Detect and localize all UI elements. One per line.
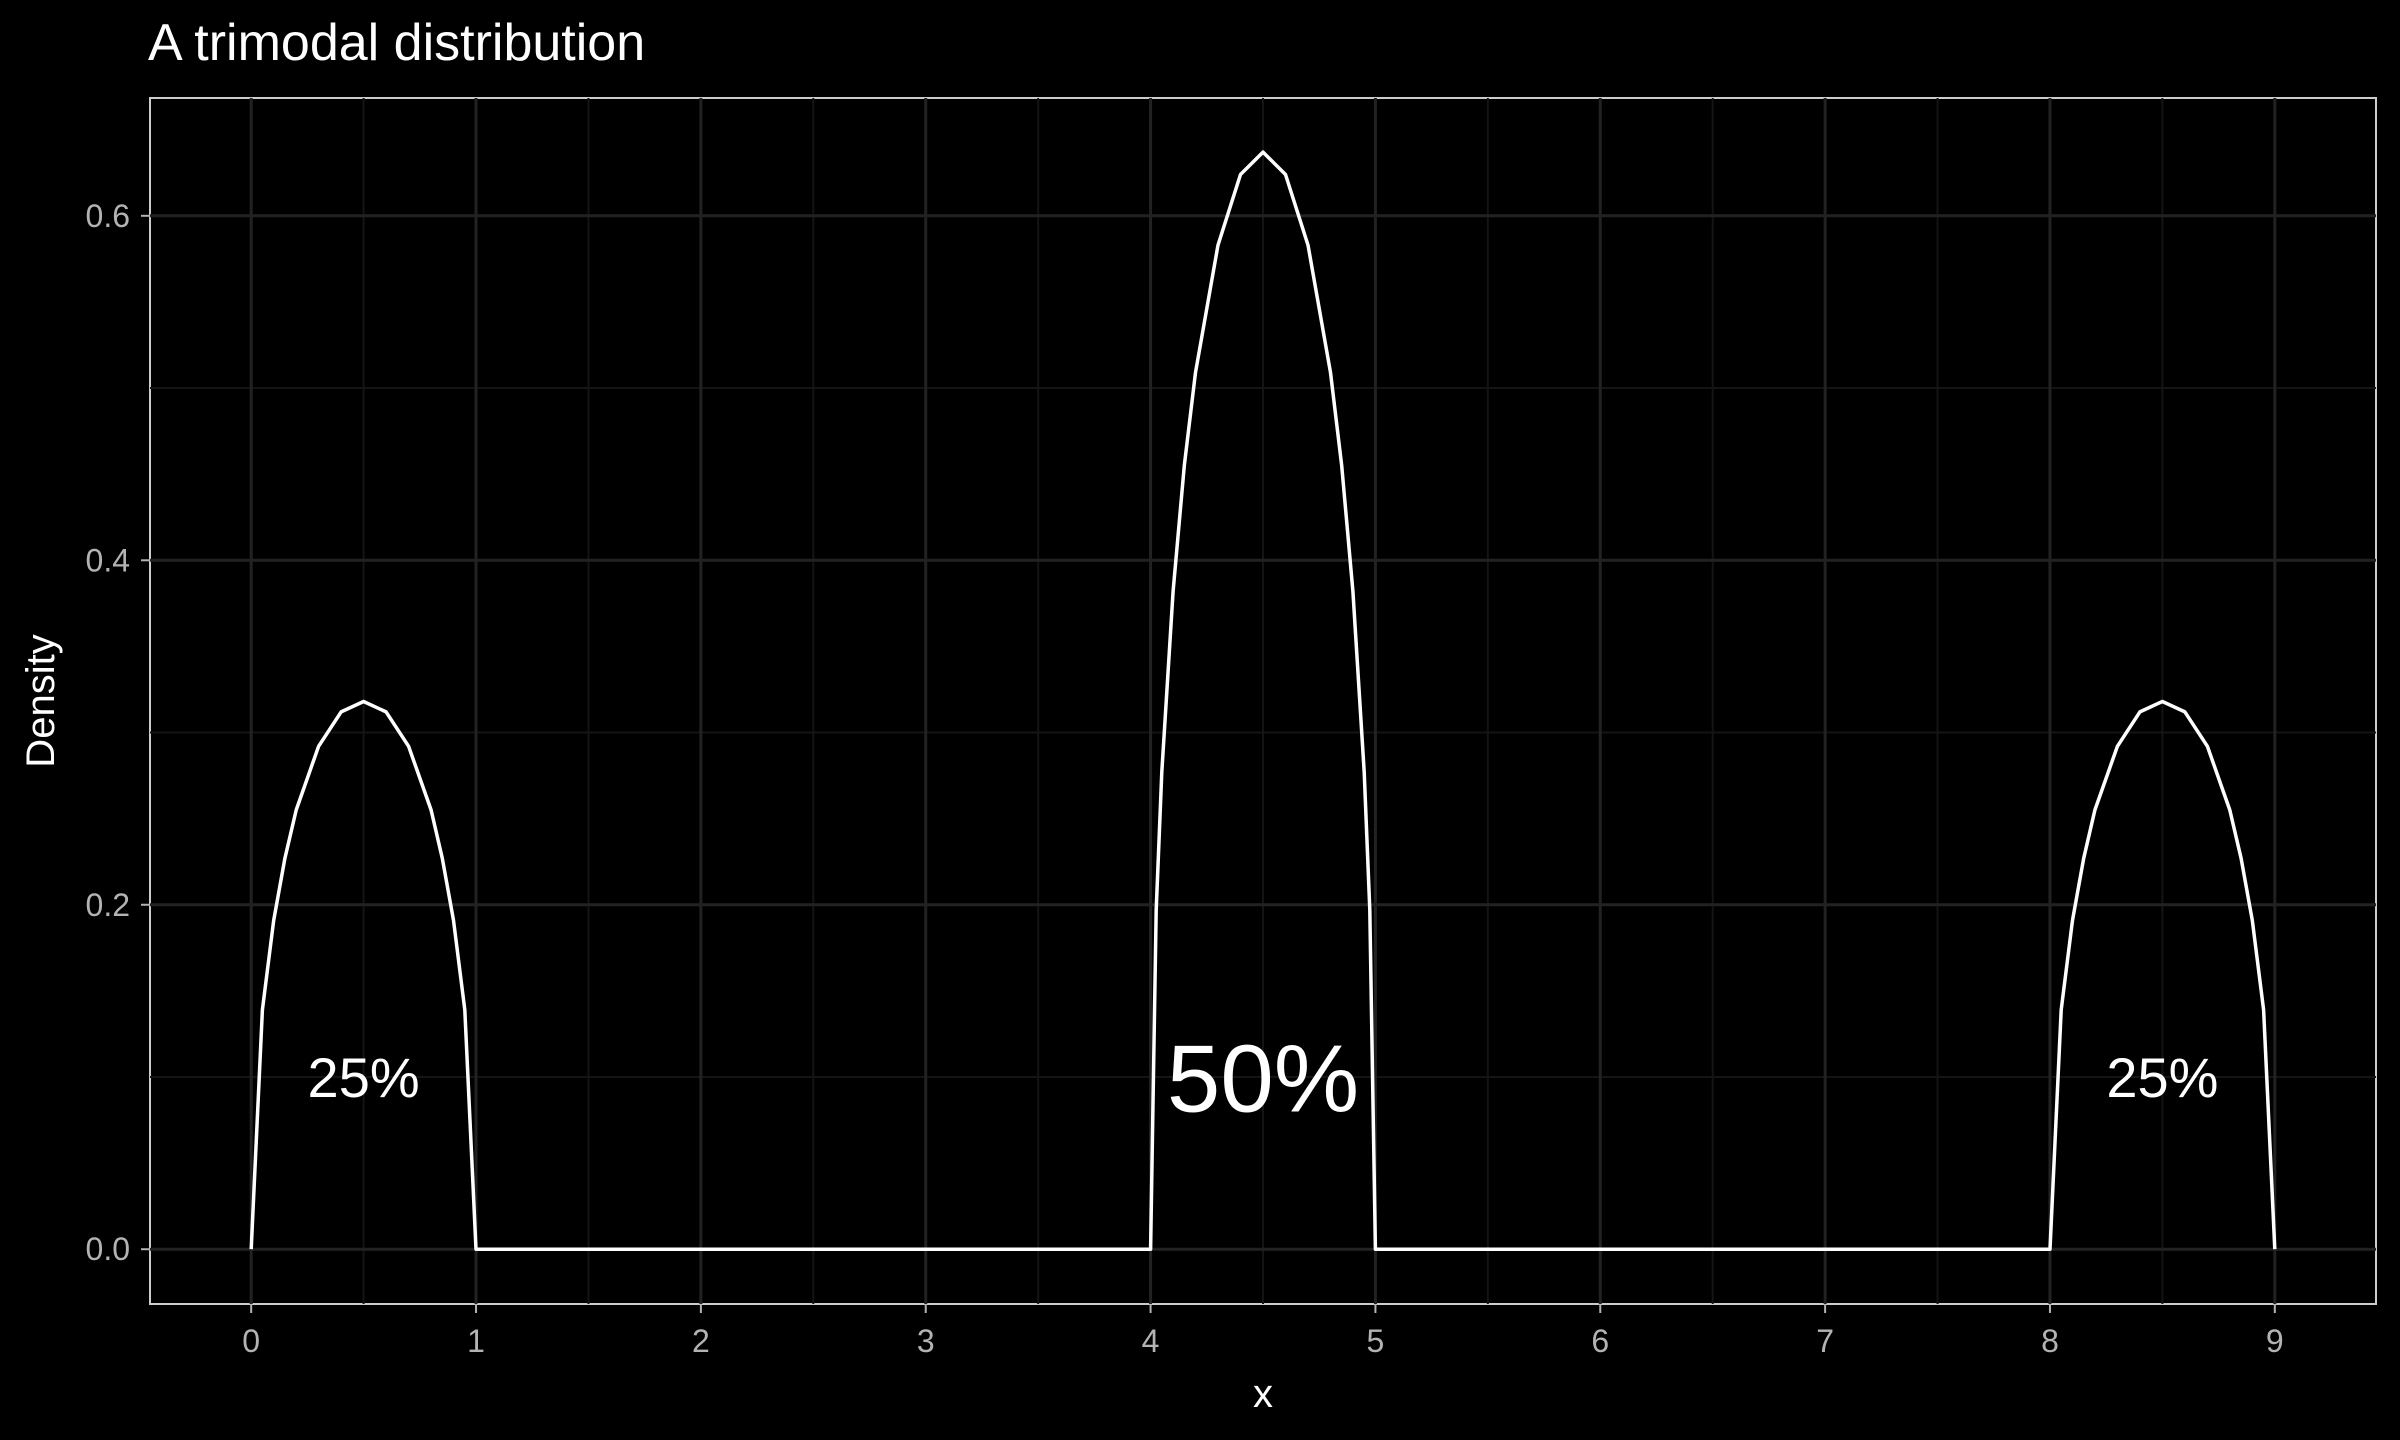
annotation-label: 25% [2106, 1046, 2218, 1109]
x-tick-label: 1 [467, 1323, 485, 1359]
annotation-label: 50% [1167, 1026, 1359, 1133]
y-tick-label: 0.4 [86, 542, 130, 578]
density-curve-group [249, 150, 2277, 1251]
percentage-annotations: 25% 50% 25% [308, 1026, 2219, 1133]
x-tick-label: 8 [2041, 1323, 2059, 1359]
y-axis-title: Density [19, 634, 63, 767]
x-tick-label: 2 [692, 1323, 710, 1359]
grid-lines [150, 98, 2376, 1304]
x-tick-label: 4 [1142, 1323, 1160, 1359]
y-tick-label: 0.0 [86, 1231, 130, 1267]
x-tick-label: 9 [2266, 1323, 2284, 1359]
annotation-label: 25% [308, 1046, 420, 1109]
y-tick-label: 0.2 [86, 887, 130, 923]
x-tick-label: 0 [242, 1323, 260, 1359]
density-curve [249, 150, 2277, 1251]
x-tick-label: 7 [1816, 1323, 1834, 1359]
x-axis-title: x [1253, 1372, 1273, 1416]
chart-title: A trimodal distribution [148, 14, 645, 72]
x-tick-label: 6 [1591, 1323, 1609, 1359]
y-tick-label: 0.6 [86, 198, 130, 234]
axis-ticks: 0 1 2 3 4 5 6 7 8 9 0.0 0.2 0.4 0.6 [86, 198, 2284, 1359]
x-tick-label: 3 [917, 1323, 935, 1359]
x-tick-label: 5 [1367, 1323, 1385, 1359]
